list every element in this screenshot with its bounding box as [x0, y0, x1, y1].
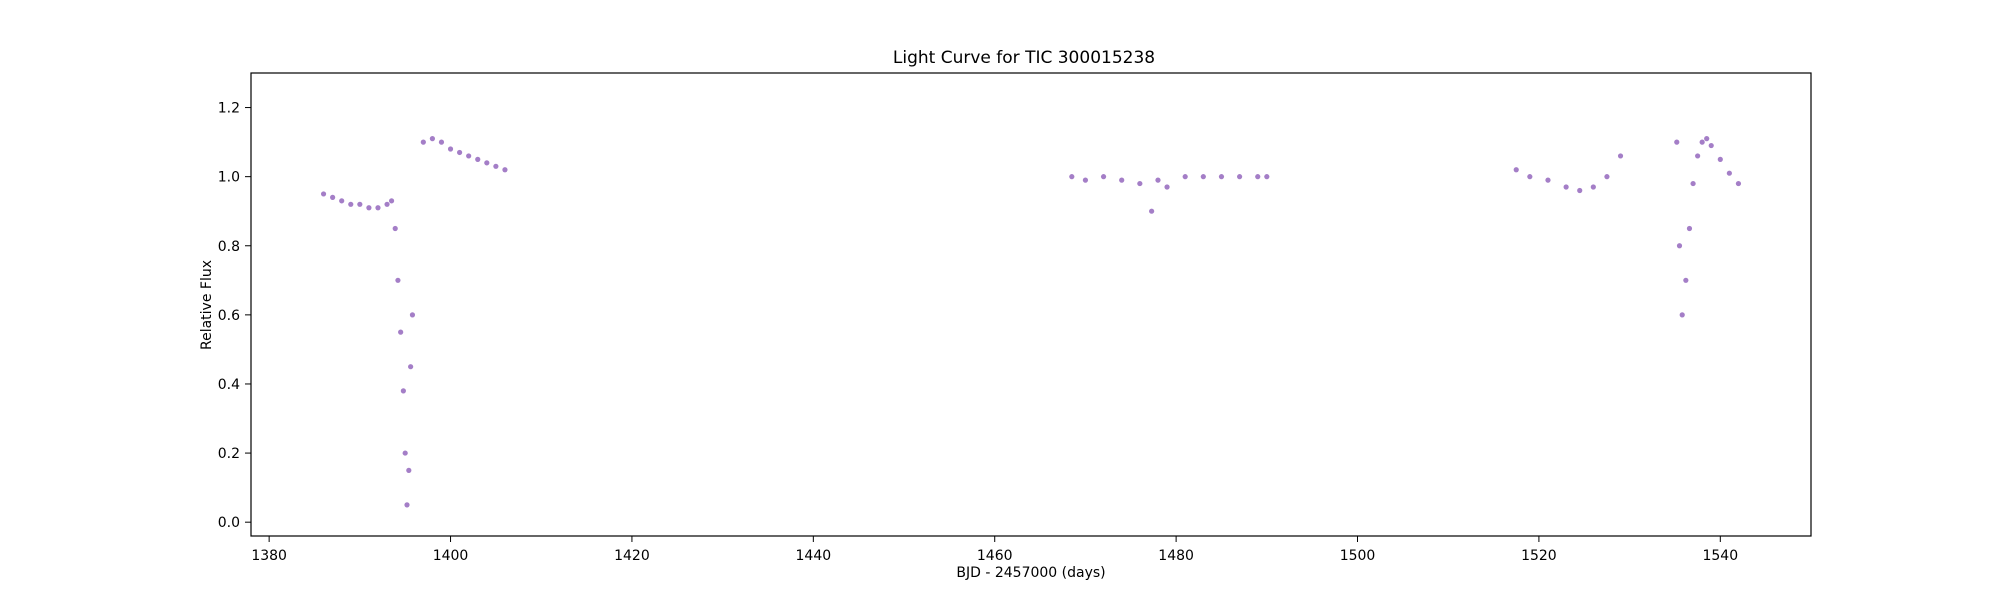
flux-point: [1119, 177, 1125, 183]
flux-point: [1264, 174, 1270, 180]
y-tick-label: 0.4: [218, 377, 240, 393]
x-tick-label: 1380: [251, 548, 287, 564]
flux-point: [1164, 184, 1170, 190]
flux-point: [1513, 167, 1519, 173]
y-tick-label: 1.2: [218, 101, 240, 117]
flux-point: [1676, 243, 1683, 249]
flux-point: [1137, 180, 1143, 187]
plot-area-frame: [250, 72, 1812, 537]
y-tick-label: 0.0: [218, 515, 240, 531]
flux-point: [457, 149, 463, 156]
flux-point: [339, 198, 345, 204]
flux-point: [1674, 139, 1680, 145]
flux-point: [1069, 174, 1075, 180]
flux-point: [502, 167, 508, 173]
x-tick-label: 1400: [433, 548, 469, 564]
y-tick-label: 1.0: [218, 170, 240, 186]
flux-point: [320, 191, 327, 197]
flux-point: [484, 160, 490, 166]
flux-point: [1200, 174, 1206, 180]
flux-point: [1577, 187, 1583, 194]
flux-point: [357, 201, 363, 207]
chart-title: Light Curve for TIC 300015238: [893, 48, 1155, 68]
flux-point: [1155, 177, 1161, 183]
flux-point: [475, 156, 481, 162]
flux-point: [404, 502, 410, 508]
flux-point: [408, 364, 414, 370]
flux-point: [1563, 184, 1569, 190]
x-tick-label: 1480: [1158, 548, 1194, 564]
flux-point: [1695, 153, 1701, 159]
flux-point: [375, 205, 381, 211]
flux-point: [1100, 174, 1107, 180]
y-tick-label: 0.8: [218, 239, 240, 255]
flux-point: [400, 388, 406, 394]
flux-point: [1735, 180, 1742, 187]
flux-point: [466, 153, 472, 159]
x-tick-label: 1440: [796, 548, 832, 564]
flux-point: [1590, 184, 1596, 190]
y-axis-ticks: 0.0 0.2 0.4 0.6 0.8 1.0 1.2: [218, 101, 251, 531]
flux-point: [1708, 142, 1714, 149]
flux-point: [1604, 174, 1610, 180]
x-tick-label: 1460: [977, 548, 1013, 564]
flux-point: [447, 146, 454, 152]
x-axis-label: BJD - 2457000 (days): [956, 565, 1105, 581]
flux-point: [384, 201, 390, 207]
flux-point: [348, 201, 354, 207]
flux-point: [420, 139, 426, 145]
flux-point: [1683, 277, 1689, 283]
flux-point: [392, 225, 398, 232]
x-tick-label: 1520: [1521, 548, 1557, 564]
data-points: [320, 136, 1742, 508]
y-tick-label: 0.6: [218, 308, 240, 324]
flux-point: [398, 329, 404, 335]
x-axis-ticks: 1380 1400 1420 1440 1460 1480 1500 1520 1540: [251, 536, 1738, 564]
flux-point: [406, 467, 412, 473]
x-tick-label: 1500: [1340, 548, 1376, 564]
flux-point: [1690, 180, 1696, 187]
flux-point: [1617, 153, 1624, 159]
flux-point: [409, 312, 416, 318]
flux-point: [1717, 156, 1723, 162]
flux-point: [1679, 312, 1685, 318]
flux-point: [1726, 170, 1732, 176]
flux-point: [1082, 177, 1089, 183]
flux-point: [1182, 174, 1188, 180]
flux-point: [1149, 208, 1155, 214]
flux-point: [1704, 136, 1710, 142]
flux-point: [402, 450, 408, 456]
flux-point: [1218, 174, 1225, 180]
flux-point: [1699, 139, 1705, 145]
flux-point: [1255, 174, 1261, 180]
y-axis-label: Relative Flux: [199, 260, 215, 350]
x-tick-label: 1420: [614, 548, 650, 564]
flux-point: [1545, 177, 1551, 183]
flux-point: [429, 136, 435, 142]
flux-point: [1237, 174, 1243, 180]
x-tick-label: 1540: [1702, 548, 1738, 564]
flux-point: [1686, 225, 1693, 232]
flux-point: [395, 277, 401, 283]
flux-point: [388, 198, 395, 204]
flux-point: [1527, 174, 1533, 180]
y-tick-label: 0.2: [218, 446, 240, 462]
flux-point: [438, 139, 445, 145]
flux-point: [366, 205, 372, 211]
flux-point: [493, 163, 499, 169]
flux-point: [330, 194, 336, 200]
